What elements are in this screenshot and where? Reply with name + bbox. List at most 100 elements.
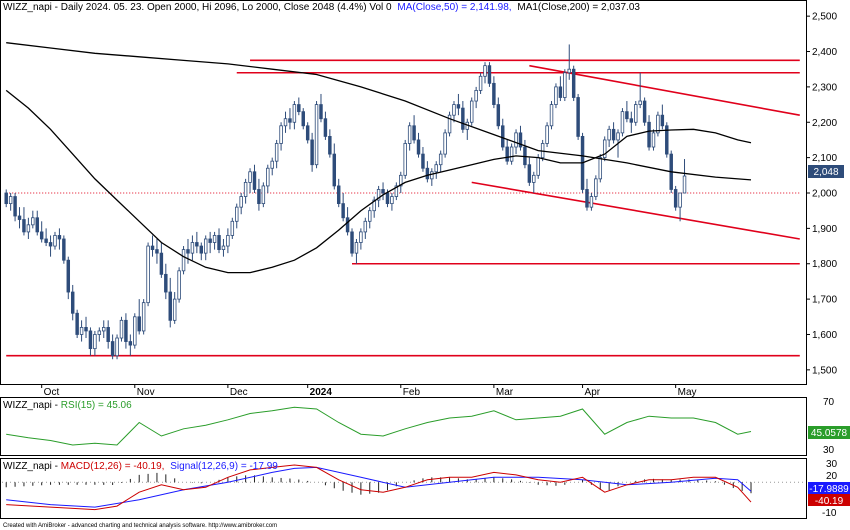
candle-down bbox=[48, 242, 53, 247]
candle-up bbox=[203, 238, 208, 254]
candle-up bbox=[598, 157, 603, 180]
candle-down bbox=[665, 125, 669, 155]
candle-down bbox=[332, 153, 337, 187]
candle-down bbox=[252, 171, 257, 190]
candle-down bbox=[629, 118, 634, 123]
candle-down bbox=[88, 330, 93, 350]
candle-down bbox=[456, 104, 461, 109]
candle-up bbox=[31, 217, 35, 226]
y-axis-ticks: 1,500 1,600 1,700 1,800 1,900 2,000 2,100 2,200… bbox=[806, 12, 837, 376]
y-tick-label: 2,200 bbox=[812, 118, 837, 129]
candle-down bbox=[625, 111, 629, 120]
candle-down bbox=[297, 104, 301, 113]
rsi-tick-70: 70 bbox=[823, 397, 835, 408]
candle-down bbox=[217, 235, 221, 250]
candle-down bbox=[425, 167, 430, 180]
candle-up bbox=[407, 125, 412, 144]
candle-up bbox=[438, 153, 443, 166]
macd-value-tag-bg bbox=[808, 494, 850, 506]
candle-up bbox=[226, 235, 230, 247]
macd-value-tag: -40.19 bbox=[815, 496, 844, 507]
candle-down bbox=[208, 238, 212, 243]
candle-down bbox=[75, 312, 79, 335]
candle-down bbox=[124, 319, 128, 342]
macd-tick-30: 30 bbox=[826, 459, 838, 470]
candle-down bbox=[110, 341, 115, 357]
candle-up bbox=[567, 68, 571, 74]
candle-down bbox=[496, 104, 501, 127]
candle-down bbox=[505, 146, 509, 162]
signal-indicator: Signal(12,26,9) = -17.99 bbox=[170, 461, 278, 472]
candle-down bbox=[4, 192, 8, 205]
candle-down bbox=[461, 107, 465, 130]
y-tick-label: 1,600 bbox=[812, 330, 837, 341]
candle-up bbox=[53, 235, 57, 247]
candle-down bbox=[106, 327, 110, 342]
candle-up bbox=[172, 298, 177, 321]
candle-down bbox=[416, 139, 421, 155]
candle-up bbox=[102, 327, 106, 332]
candle-up bbox=[430, 171, 434, 180]
candle-up bbox=[399, 174, 403, 187]
candle-down bbox=[168, 291, 172, 321]
candle-down bbox=[660, 114, 665, 127]
candle-up bbox=[638, 100, 642, 105]
x-tick-label: 2024 bbox=[310, 387, 333, 398]
candle-up bbox=[372, 199, 376, 212]
candle-up bbox=[190, 242, 195, 254]
rsi-value-tag: 45.0578 bbox=[811, 428, 848, 439]
candle-up bbox=[283, 118, 288, 127]
candle-up bbox=[469, 100, 474, 123]
y-tick-label: 1,500 bbox=[812, 365, 837, 376]
candle-up bbox=[239, 196, 243, 208]
candle-down bbox=[288, 118, 292, 123]
candle-up bbox=[376, 189, 381, 201]
candle-down bbox=[421, 153, 425, 169]
candle-up bbox=[403, 143, 407, 176]
candle-up bbox=[514, 132, 518, 148]
candle-up bbox=[363, 220, 368, 233]
y-tick-label: 2,500 bbox=[812, 12, 837, 23]
last-price-tag-bg bbox=[808, 165, 844, 178]
candle-down bbox=[576, 97, 580, 137]
candle-up bbox=[270, 160, 274, 169]
candle-down bbox=[62, 238, 66, 261]
candle-up bbox=[279, 125, 283, 144]
candle-up bbox=[235, 206, 239, 222]
candle-down bbox=[257, 189, 261, 205]
trendline bbox=[471, 181, 800, 240]
macd-panel bbox=[0, 458, 807, 519]
candle-down bbox=[17, 215, 22, 220]
y-tick-label: 1,700 bbox=[812, 295, 837, 306]
candle-up bbox=[594, 178, 598, 197]
candle-up bbox=[119, 319, 124, 339]
rsi-line bbox=[6, 406, 752, 446]
y-tick-label: 2,400 bbox=[812, 47, 837, 58]
candle-up bbox=[678, 192, 682, 208]
x-axis-ticks: Oct Nov Dec 2024 Feb Mar Apr May bbox=[41, 384, 697, 398]
candle-down bbox=[527, 164, 532, 183]
candle-up bbox=[261, 185, 266, 205]
candle-down bbox=[642, 100, 647, 123]
candle-down bbox=[558, 86, 563, 98]
candle-up bbox=[314, 104, 319, 166]
candle-down bbox=[44, 238, 48, 243]
rsi-indicator: RSI(15) = 45.06 bbox=[61, 400, 132, 411]
candle-up bbox=[443, 132, 447, 155]
macd-tick-minus10: -10 bbox=[822, 508, 837, 519]
rsi-value-tag-bg bbox=[808, 426, 850, 439]
moving-averages bbox=[5, 42, 752, 274]
candle-up bbox=[682, 175, 687, 194]
x-tick-label: Dec bbox=[230, 387, 248, 398]
trendlines bbox=[6, 59, 800, 357]
candle-down bbox=[13, 196, 17, 217]
candle-up bbox=[483, 65, 487, 77]
candle-up bbox=[532, 174, 536, 183]
candle-down bbox=[673, 189, 678, 208]
candle-down bbox=[199, 245, 204, 254]
candle-down bbox=[22, 219, 26, 233]
ma200-line bbox=[6, 42, 752, 181]
candle-down bbox=[328, 136, 332, 155]
candle-up bbox=[93, 334, 97, 350]
